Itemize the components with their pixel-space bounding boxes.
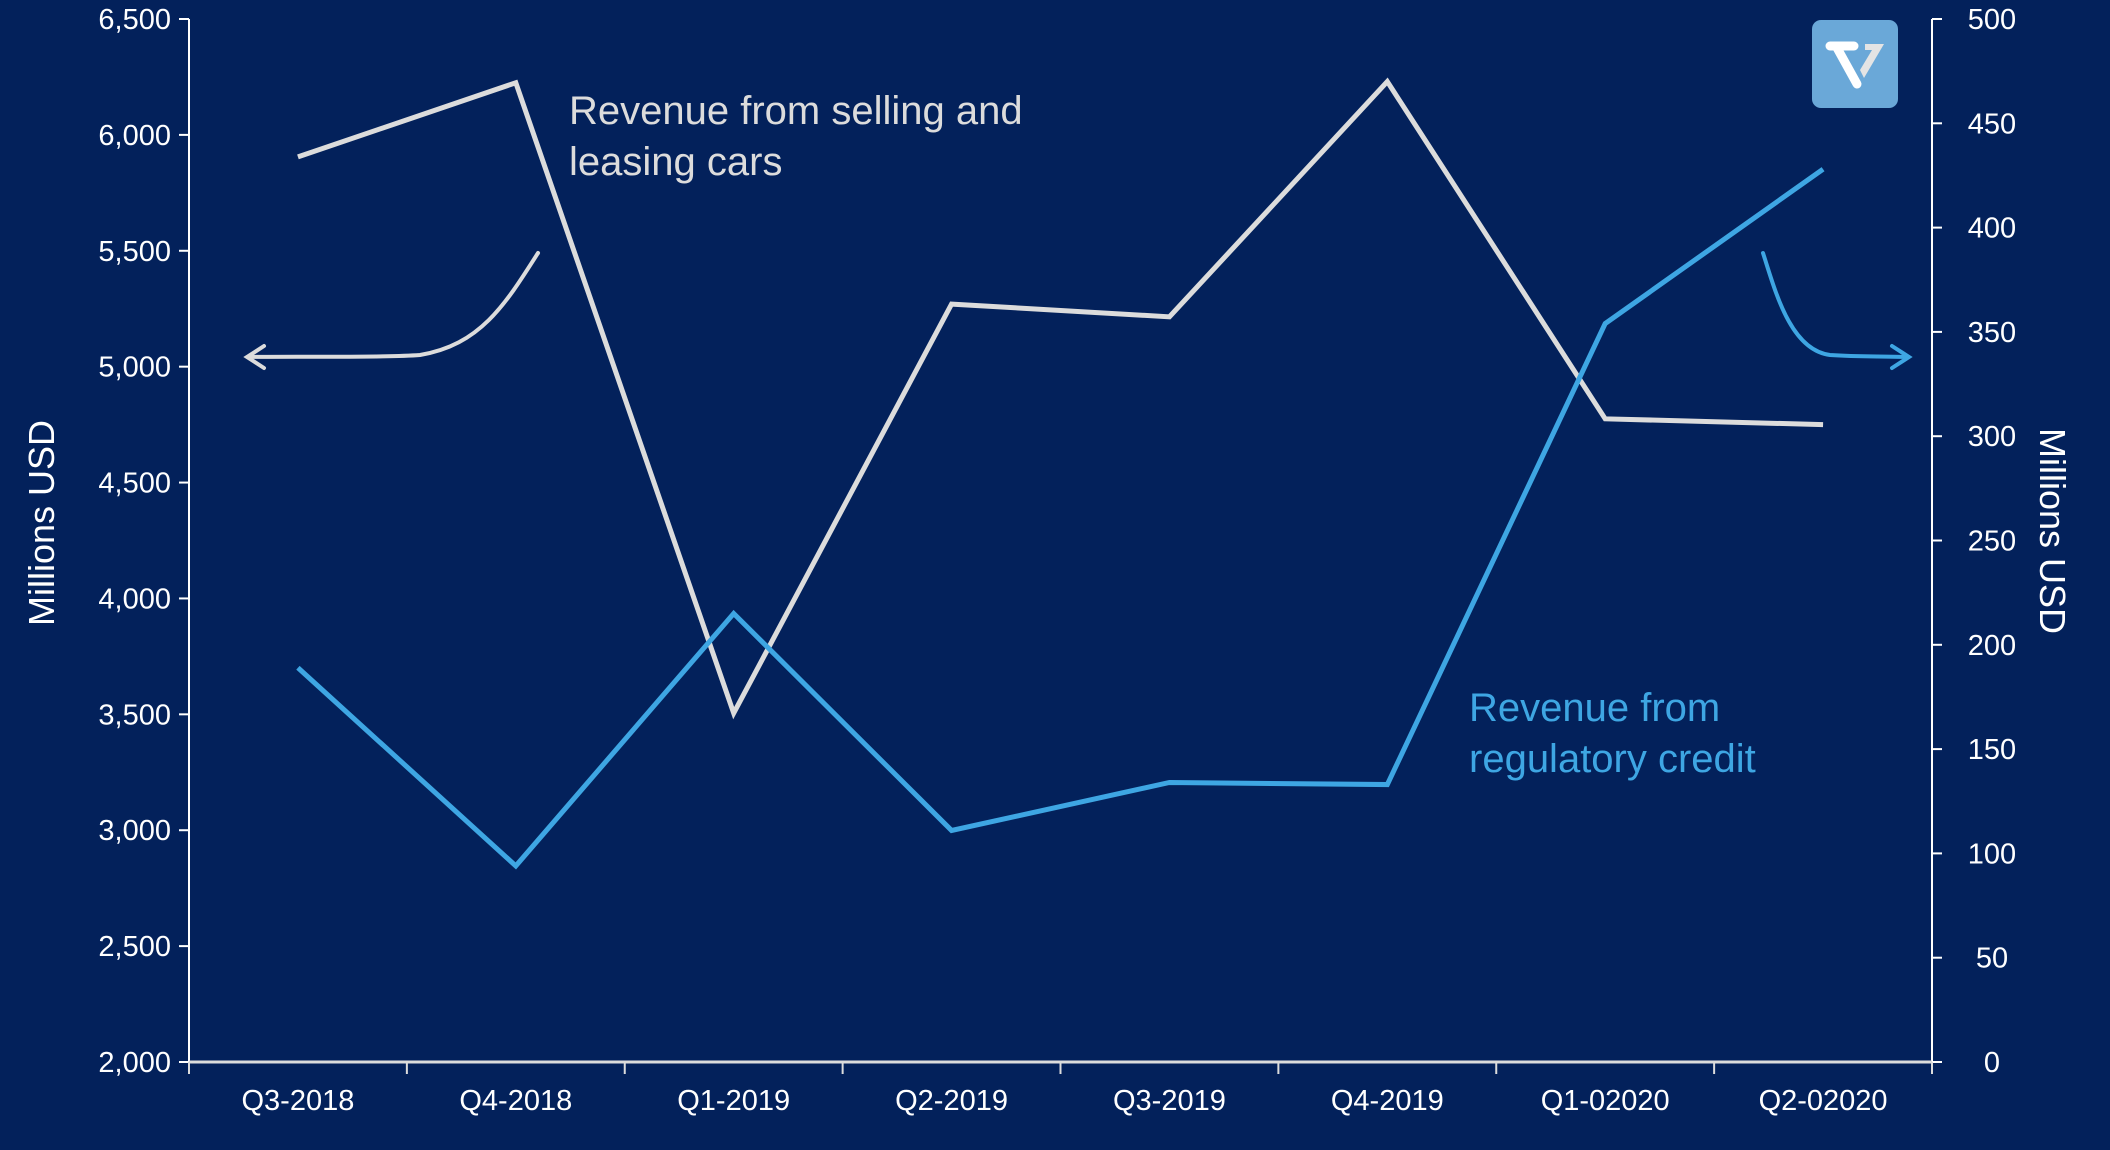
x-tick-label: Q4-2018	[459, 1085, 572, 1117]
left-tick-label: 3,500	[98, 699, 171, 731]
x-tick-label: Q1-02020	[1541, 1085, 1670, 1117]
left-tick-label: 4,500	[98, 468, 171, 500]
right-axis-title: Millions USD	[2032, 428, 2073, 634]
annotation-car-revenue-line1: Revenue from selling and	[569, 89, 1023, 133]
left-tick-label: 5,000	[98, 352, 171, 384]
annotation-credit-revenue-line2: regulatory credit	[1469, 737, 1756, 781]
x-tick-label: Q3-2019	[1113, 1085, 1226, 1117]
series-lines	[296, 77, 1825, 870]
right-tick-label: 500	[1968, 4, 2016, 36]
annotation-credit-revenue-line1: Revenue from	[1469, 686, 1720, 730]
series-line-car-revenue	[297, 77, 1824, 720]
right-axis-arrow-icon	[1761, 251, 1913, 370]
left-tick-label: 6,000	[98, 120, 171, 152]
x-tick-label: Q1-2019	[677, 1085, 790, 1117]
right-tick-label: 50	[1976, 943, 2008, 975]
left-tick-label: 3,000	[98, 815, 171, 847]
right-tick-label: 100	[1968, 838, 2016, 870]
series-line-regulatory-credit	[296, 167, 1825, 870]
annotation-car-revenue-line2: leasing cars	[569, 140, 782, 184]
left-axis-arrow-icon	[243, 251, 540, 370]
left-tick-label: 6,500	[98, 4, 171, 36]
left-tick-label: 2,500	[98, 931, 171, 963]
right-tick-label: 150	[1968, 734, 2016, 766]
left-tick-label: 4,000	[98, 583, 171, 615]
x-tick-label: Q3-2018	[242, 1085, 355, 1117]
right-tick-label: 300	[1968, 421, 2016, 453]
left-axis-title: Millions USD	[21, 420, 62, 626]
right-tick-label: 250	[1968, 526, 2016, 558]
right-tick-label: 0	[1984, 1047, 2000, 1079]
x-tick-label: Q4-2019	[1331, 1085, 1444, 1117]
axes: 2,000 2,500 3,000 3,500 4,000 4,500 5,000 5,500…	[98, 4, 2016, 1117]
brand-logo	[1812, 20, 1898, 108]
left-tick-label: 2,000	[98, 1047, 171, 1079]
right-tick-label: 350	[1968, 317, 2016, 349]
right-tick-label: 450	[1968, 108, 2016, 140]
right-tick-label: 400	[1968, 213, 2016, 245]
x-tick-label: Q2-2019	[895, 1085, 1008, 1117]
left-tick-label: 5,500	[98, 236, 171, 268]
right-tick-label: 200	[1968, 630, 2016, 662]
x-tick-label: Q2-02020	[1759, 1085, 1888, 1117]
